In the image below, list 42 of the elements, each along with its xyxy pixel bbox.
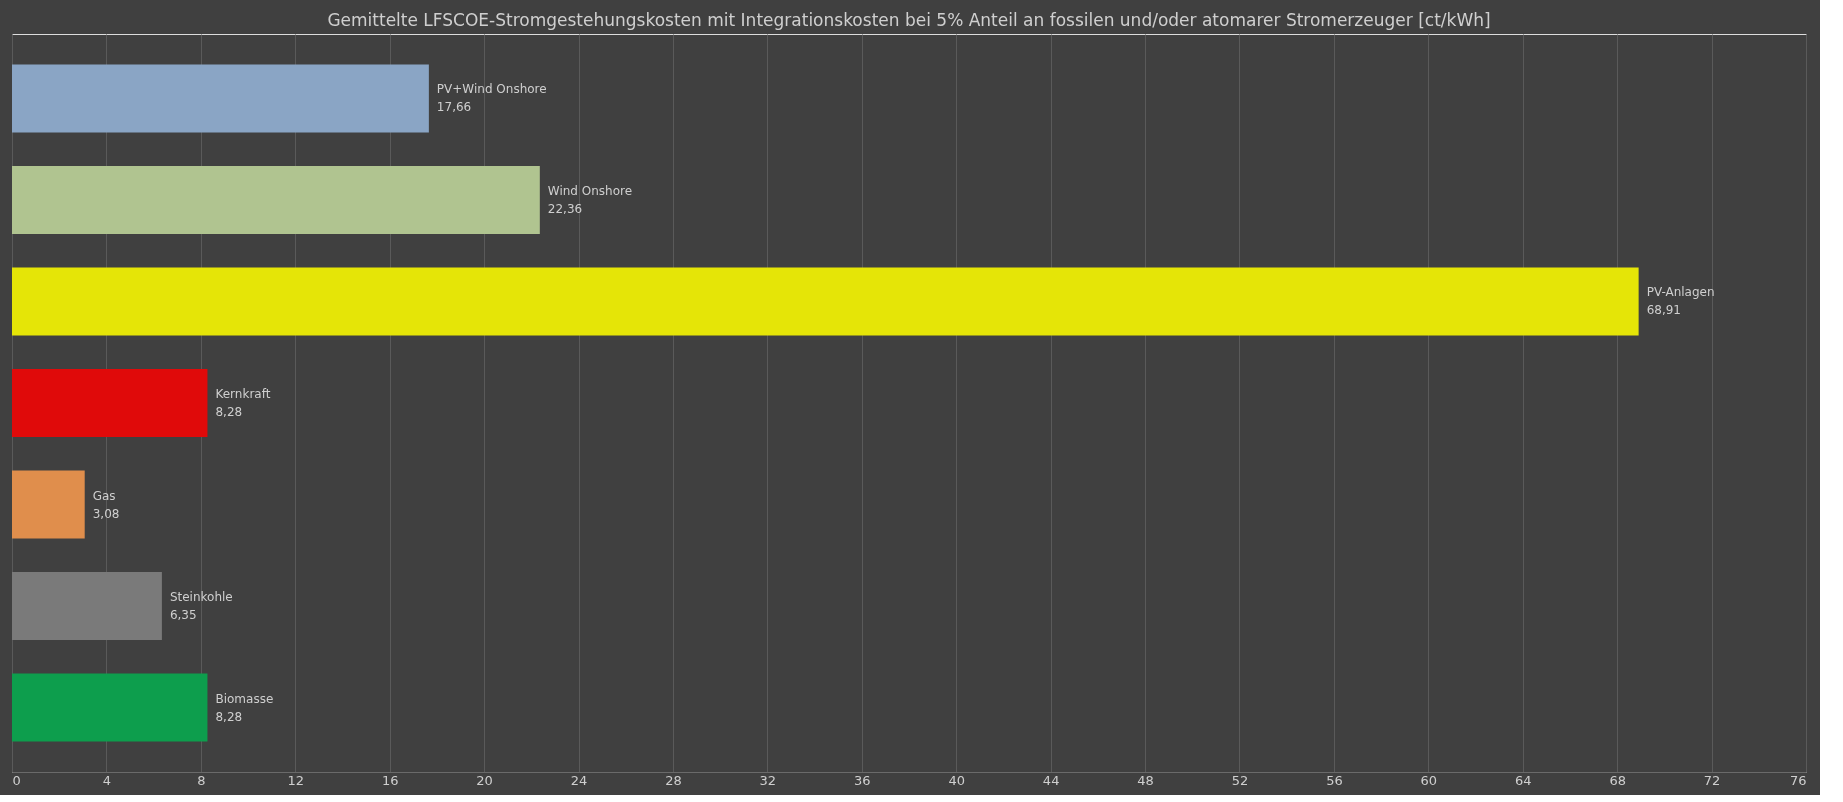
data-label: 3,08 xyxy=(92,506,120,521)
x-tick-label: 44 xyxy=(1042,772,1060,788)
x-tick-label: 4 xyxy=(102,772,112,788)
data-label: 8,28 xyxy=(215,709,243,724)
bar xyxy=(12,64,429,133)
x-tick-label: 68 xyxy=(1609,772,1626,788)
x-tick-label: 36 xyxy=(854,772,871,788)
bar xyxy=(12,572,162,641)
x-tick-label: 24 xyxy=(570,772,588,788)
data-label: 22,36 xyxy=(547,201,583,216)
x-tick-label: 48 xyxy=(1137,772,1154,788)
x-tick-label: 0 xyxy=(12,772,21,788)
bar xyxy=(12,470,85,539)
y-tick-label: Wind Onshore xyxy=(547,183,633,198)
data-label: 6,35 xyxy=(169,608,197,623)
y-tick-label: PV-Anlagen xyxy=(1646,285,1715,300)
chart-title: Gemittelte LFSCOE-Stromgestehungskosten mit Integrationskosten bei 5% Anteil an fossilen und/oder atomarer Stromerzeuger [ct/kWh] xyxy=(327,10,1491,30)
bar xyxy=(12,165,540,234)
x-tick-label: 20 xyxy=(476,772,493,788)
x-tick-label: 60 xyxy=(1420,772,1438,788)
x-tick-label: 72 xyxy=(1703,772,1721,788)
x-tick-label: 12 xyxy=(287,772,305,788)
bar xyxy=(12,267,1639,336)
data-label: 17,66 xyxy=(436,100,472,115)
x-tick-label: 52 xyxy=(1231,772,1249,788)
bar xyxy=(12,368,208,438)
x-tick-label: 28 xyxy=(665,772,682,788)
y-tick-label: PV+Wind Onshore xyxy=(436,82,547,97)
x-tick-label: 16 xyxy=(381,772,399,788)
data-label: 8,28 xyxy=(215,405,243,419)
y-tick-label: Biomasse xyxy=(215,691,274,706)
x-tick-label: 8 xyxy=(197,772,206,788)
x-tick-label: 32 xyxy=(759,772,777,788)
y-tick-label: Gas xyxy=(92,488,116,503)
x-tick-label: 40 xyxy=(948,772,965,788)
x-tick-label: 64 xyxy=(1514,772,1532,788)
y-tick-label: Kernkraft xyxy=(215,387,271,401)
x-tick-label: 76 xyxy=(1789,772,1807,788)
x-tick-label: 56 xyxy=(1326,772,1343,788)
data-label: 68,91 xyxy=(1646,303,1681,318)
bar xyxy=(12,673,208,742)
y-tick-label: Steinkohle xyxy=(169,590,233,605)
